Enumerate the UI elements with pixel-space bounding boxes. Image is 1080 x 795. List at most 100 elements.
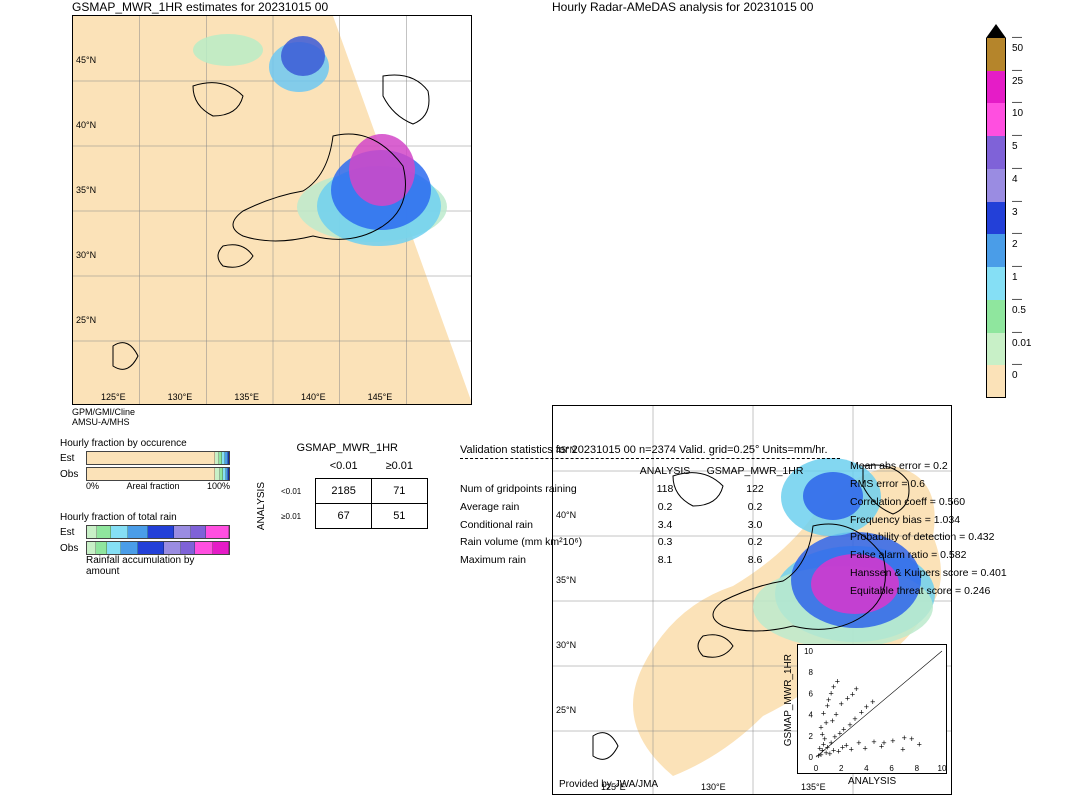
validation-panel: Validation statistics for 20231015 00 n=… — [460, 444, 840, 570]
lon-tick: 135°E — [234, 392, 259, 402]
colorbar-seg — [986, 71, 1006, 104]
metric-row: Mean abs error = 0.2 — [850, 458, 1070, 476]
metric-row: RMS error = 0.6 — [850, 476, 1070, 494]
scatter-xlabel: ANALYSIS — [848, 776, 896, 787]
scatter-inset: ++++++++++++++++++++++++++++++++++++++++… — [797, 644, 947, 774]
bar-seg — [128, 526, 148, 538]
totalrain-panel: Hourly fraction of total rain Est Obs Ra… — [60, 512, 230, 577]
left-footer-1: GPM/GMI/Cline — [72, 407, 135, 417]
colorbar-label: — 5 — [1012, 130, 1022, 152]
colorbar-label: — 0.5 — [1012, 294, 1026, 316]
metric-row: Equitable threat score = 0.246 — [850, 583, 1070, 601]
svg-text:4: 4 — [864, 764, 869, 773]
bar-seg — [195, 542, 213, 554]
svg-text:+: + — [834, 710, 839, 720]
occurrence-panel: Hourly fraction by occurence Est Obs 0% … — [60, 438, 230, 491]
svg-text:2: 2 — [809, 732, 814, 741]
contingency-table: <0.01 ≥0.01 <0.01 2185 71 ≥0.01 67 51 — [267, 454, 428, 529]
bar-seg — [121, 542, 138, 554]
bar-seg — [164, 542, 181, 554]
lon-tick: 135°E — [801, 782, 826, 792]
right-map-panel: Hourly Radar-AMeDAS analysis for 2023101… — [552, 0, 813, 14]
bar-seg — [138, 542, 164, 554]
colorbar-label: — 2 — [1012, 228, 1022, 250]
lat-tick: 25°N — [76, 315, 96, 325]
validation-rows: Num of gridpoints raining118122Average r… — [460, 481, 840, 570]
colorbar-seg — [986, 103, 1006, 136]
right-map-title: Hourly Radar-AMeDAS analysis for 2023101… — [552, 0, 813, 14]
metric-row: Frequency bias = 1.034 — [850, 512, 1070, 530]
occ-x-right: 100% — [207, 481, 230, 491]
svg-text:+: + — [854, 684, 859, 694]
tr-est-bar — [86, 525, 230, 539]
contingency-col-title: GSMAP_MWR_1HR — [267, 442, 428, 454]
validation-row: Num of gridpoints raining118122 — [460, 481, 840, 499]
svg-text:+: + — [823, 718, 828, 728]
bar-seg — [191, 526, 207, 538]
colorbar-seg — [986, 234, 1006, 267]
lon-tick: 130°E — [701, 782, 726, 792]
left-map-panel: GSMAP_MWR_1HR estimates for 20231015 00 — [72, 0, 328, 14]
bar-seg — [213, 542, 229, 554]
ct-row1: ≥0.01 — [267, 504, 316, 529]
svg-text:+: + — [917, 739, 922, 749]
val-col2: GSMAP_MWR_1HR — [700, 463, 810, 481]
divider — [460, 458, 840, 459]
lon-tick: 125°E — [101, 392, 126, 402]
occ-est-label: Est — [60, 453, 82, 464]
lat-tick: 40°N — [76, 120, 96, 130]
svg-text:0: 0 — [814, 764, 819, 773]
colorbar-seg — [986, 136, 1006, 169]
svg-text:8: 8 — [809, 668, 814, 677]
bar-seg — [174, 526, 191, 538]
metric-row: Probability of detection = 0.432 — [850, 529, 1070, 547]
svg-text:+: + — [870, 697, 875, 707]
svg-text:+: + — [839, 699, 844, 709]
colorbar-seg — [986, 300, 1006, 333]
bar-seg — [181, 542, 195, 554]
ct-col1: ≥0.01 — [372, 454, 427, 479]
colorbar-seg — [986, 267, 1006, 300]
colorbar-cap — [986, 24, 1006, 38]
colorbar-label: — 3 — [1012, 196, 1022, 218]
svg-text:6: 6 — [809, 689, 814, 698]
svg-text:+: + — [856, 738, 861, 748]
bar-seg — [87, 526, 97, 538]
occ-est-bar — [86, 451, 230, 465]
colorbar-label: — 4 — [1012, 163, 1022, 185]
svg-text:4: 4 — [809, 711, 814, 720]
occ-obs-label: Obs — [60, 469, 82, 480]
svg-text:+: + — [902, 733, 907, 743]
provider-label: Provided by JWA/JMA — [559, 779, 658, 790]
lat-tick: 35°N — [76, 185, 96, 195]
tr-est-label: Est — [60, 527, 82, 538]
occ-x-left: 0% — [86, 481, 99, 491]
colorbar-seg — [986, 38, 1006, 71]
ct-01: 71 — [372, 479, 427, 504]
svg-text:+: + — [909, 734, 914, 744]
left-map-title: GSMAP_MWR_1HR estimates for 20231015 00 — [72, 0, 328, 14]
bar-seg — [87, 452, 215, 464]
validation-title: Validation statistics for 20231015 00 n=… — [460, 444, 840, 456]
metric-row: Hanssen & Kuipers score = 0.401 — [850, 565, 1070, 583]
contingency-panel: ANALYSIS GSMAP_MWR_1HR <0.01 ≥0.01 <0.01… — [256, 442, 428, 530]
occ-obs-bar — [86, 467, 230, 481]
lon-tick: 145°E — [368, 392, 393, 402]
ct-col0: <0.01 — [316, 454, 372, 479]
colorbar-seg — [986, 333, 1006, 366]
lon-tick: 130°E — [168, 392, 193, 402]
svg-text:+: + — [849, 745, 854, 755]
bar-seg — [97, 526, 111, 538]
totalrain-footer: Rainfall accumulation by amount — [60, 555, 230, 577]
svg-text:10: 10 — [938, 764, 947, 773]
colorbar-label: — 25 — [1012, 65, 1023, 87]
ct-11: 51 — [372, 504, 427, 529]
svg-text:+: + — [871, 737, 876, 747]
tr-obs-label: Obs — [60, 543, 82, 554]
bar-seg — [96, 542, 107, 554]
bar-seg — [87, 542, 96, 554]
metric-row: Correlation coeff = 0.560 — [850, 494, 1070, 512]
svg-text:+: + — [863, 744, 868, 754]
lat-tick: 30°N — [556, 640, 576, 650]
svg-text:+: + — [864, 702, 869, 712]
